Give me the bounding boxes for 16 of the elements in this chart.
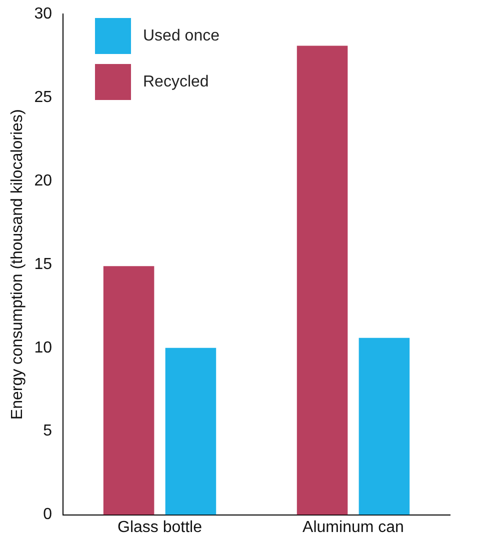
- bar: [165, 348, 216, 515]
- legend-label: Recycled: [142, 73, 209, 90]
- y-tick-label: 0: [43, 506, 52, 524]
- legend-label: Used once: [142, 27, 220, 44]
- y-tick-label: 5: [43, 422, 52, 440]
- x-tick-label: Glass bottle: [118, 518, 202, 536]
- y-tick-label: 25: [34, 88, 52, 106]
- y-tick-label: 15: [34, 256, 52, 273]
- y-tick-label: 30: [34, 5, 52, 22]
- y-tick-label: 10: [34, 339, 52, 356]
- y-axis-title: Energy consumption (thousand kilocalories): [9, 109, 26, 420]
- bar: [103, 266, 154, 515]
- y-tick-label: 20: [34, 172, 52, 190]
- x-tick-label: Aluminum can: [302, 518, 404, 536]
- bar: [358, 338, 410, 515]
- bar: [296, 46, 348, 515]
